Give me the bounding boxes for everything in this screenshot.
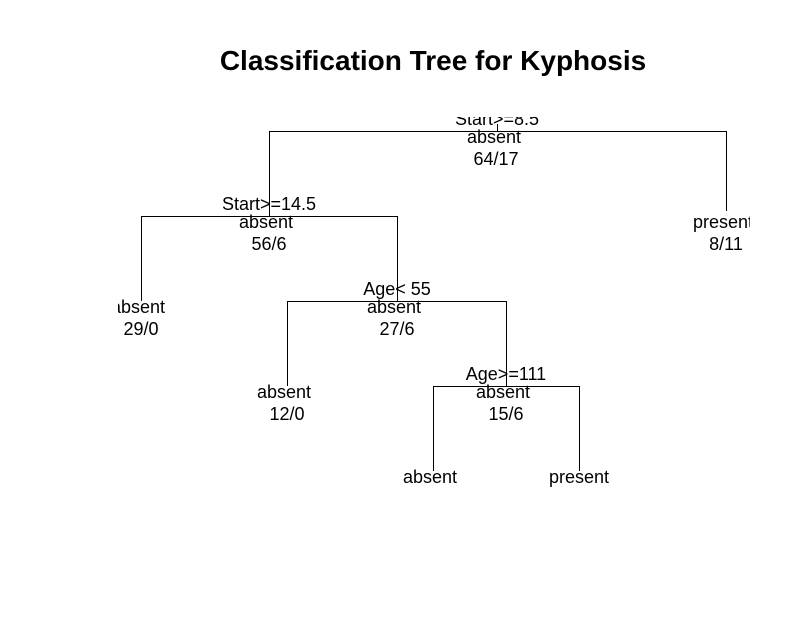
tree-edges	[141, 124, 727, 471]
node-n10-class: absent	[257, 382, 311, 402]
node-n11-counts: 15/6	[488, 404, 523, 424]
node-n23-class: present	[549, 467, 609, 487]
node-n11-split: Age>=111	[466, 364, 546, 384]
node-age-55: Age< 55 absent 27/6	[363, 279, 431, 339]
node-root-split: Start>=8.5	[455, 109, 539, 129]
node-n5-class: absent	[367, 297, 421, 317]
node-root-class: absent	[467, 127, 521, 147]
node-age-111: Age>=111 absent 15/6	[466, 364, 546, 424]
edge-n5	[287, 287, 507, 386]
node-leaf-absent-left: absent 29/0	[111, 297, 165, 339]
edge-n11	[433, 386, 580, 471]
node-n5-split: Age< 55	[363, 279, 431, 299]
node-start-14-5: Start>=14.5 absent 56/6	[222, 194, 316, 254]
chart-title: Classification Tree for Kyphosis	[220, 45, 646, 76]
node-n4-class: absent	[111, 297, 165, 317]
node-n4-counts: 29/0	[123, 319, 158, 339]
node-n3-counts: 8/11	[709, 234, 743, 254]
node-root-counts: 64/17	[473, 149, 518, 169]
node-n5-counts: 27/6	[379, 319, 414, 339]
tree-plot: Start>=8.5 absent 64/17 Start>=14.5 abse…	[111, 109, 753, 487]
node-n2-split: Start>=14.5	[222, 194, 316, 214]
node-n11-class: absent	[476, 382, 530, 402]
node-n2-class: absent	[239, 212, 293, 232]
node-n3-class: present	[693, 212, 753, 232]
node-n22-class: absent	[403, 467, 457, 487]
node-leaf-present-right: present 8/11	[693, 212, 753, 254]
node-n2-counts: 56/6	[251, 234, 286, 254]
node-root: Start>=8.5 absent 64/17	[455, 109, 539, 169]
node-n10-counts: 12/0	[269, 404, 304, 424]
edge-n2	[141, 211, 398, 301]
edge-root	[269, 124, 727, 211]
node-leaf-absent-12: absent 12/0	[257, 382, 311, 424]
